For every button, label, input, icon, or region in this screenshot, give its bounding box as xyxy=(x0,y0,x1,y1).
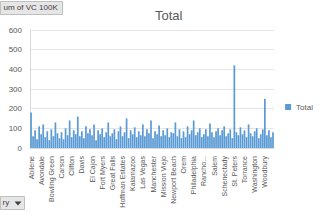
svg-text:ry: ry xyxy=(3,198,10,207)
svg-text:Carson: Carson xyxy=(58,156,65,179)
svg-text:El Cajon: El Cajon xyxy=(89,156,97,183)
svg-text:Avondale: Avondale xyxy=(38,156,45,185)
svg-text:Great Falls: Great Falls xyxy=(109,156,116,191)
svg-text:Orem: Orem xyxy=(180,156,187,174)
svg-text:Rancho...: Rancho... xyxy=(200,156,207,186)
svg-text:Schenectady: Schenectady xyxy=(221,156,229,197)
svg-text:Hoffman Estates: Hoffman Estates xyxy=(119,156,126,208)
svg-text:300: 300 xyxy=(9,85,23,94)
svg-text:Fort Myers: Fort Myers xyxy=(99,156,107,190)
svg-text:200: 200 xyxy=(9,104,23,113)
svg-text:600: 600 xyxy=(9,26,23,35)
svg-text:400: 400 xyxy=(9,65,23,74)
svg-text:Salem: Salem xyxy=(211,156,218,176)
svg-text:St. Peters: St. Peters xyxy=(231,156,238,187)
svg-text:Total: Total xyxy=(155,8,183,23)
svg-text:Total: Total xyxy=(296,103,313,112)
svg-text:Kalamazoo: Kalamazoo xyxy=(129,156,136,191)
svg-text:Las Vegas: Las Vegas xyxy=(139,156,147,189)
svg-text:Abilene: Abilene xyxy=(28,156,35,179)
svg-text:Mission Viejo: Mission Viejo xyxy=(160,156,168,197)
svg-text:um of VC 100K: um of VC 100K xyxy=(4,3,59,12)
svg-text:100: 100 xyxy=(9,124,23,133)
svg-text:500: 500 xyxy=(9,45,23,54)
svg-text:Washington: Washington xyxy=(251,156,259,193)
svg-text:0: 0 xyxy=(18,144,23,153)
svg-text:Philadelphia: Philadelphia xyxy=(190,156,198,194)
svg-text:Torrance: Torrance xyxy=(241,156,248,183)
svg-text:Newport Beach: Newport Beach xyxy=(170,156,178,204)
svg-text:Manchester: Manchester xyxy=(150,155,157,192)
svg-text:Clifton: Clifton xyxy=(68,156,75,176)
svg-text:Bowling Green: Bowling Green xyxy=(48,156,56,202)
svg-text:Woodbury: Woodbury xyxy=(261,156,269,188)
svg-text:Davis: Davis xyxy=(78,156,85,174)
